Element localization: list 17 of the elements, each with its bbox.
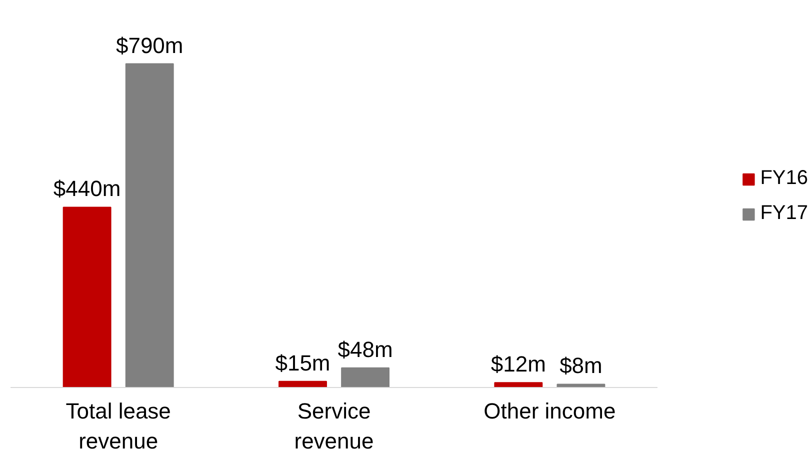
x-tick-label: Other income	[484, 398, 616, 424]
bar	[341, 367, 390, 388]
legend-label: FY17	[760, 202, 808, 225]
bar	[125, 63, 174, 388]
legend-label: FY16	[760, 167, 808, 190]
bar	[62, 206, 112, 388]
data-label: $12m	[490, 352, 546, 377]
bar	[278, 380, 327, 388]
data-label: $790m	[116, 32, 184, 58]
bar	[556, 384, 606, 388]
data-label: $15m	[275, 350, 330, 376]
bar	[494, 382, 543, 388]
x-tick-label: Total lease revenue	[66, 398, 171, 454]
data-label: $440m	[53, 176, 121, 202]
x-tick-label: Service revenue	[294, 398, 374, 454]
data-label: $48m	[338, 336, 393, 362]
data-label: $8m	[560, 353, 602, 378]
